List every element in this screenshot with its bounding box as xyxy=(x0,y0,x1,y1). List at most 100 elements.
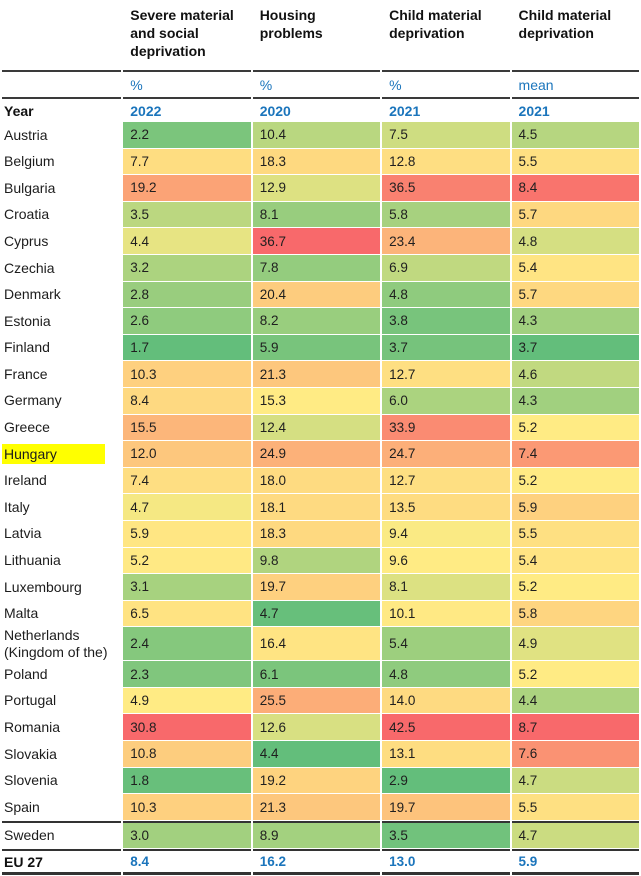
value-cell: 5.9 xyxy=(252,334,381,361)
table-row: Malta 6.5 4.7 10.1 5.8 xyxy=(2,600,639,627)
value-cell: 3.7 xyxy=(511,334,639,361)
value-cell: 4.8 xyxy=(382,661,510,687)
highlight-marker: Hungary xyxy=(2,443,105,465)
table-row: Hungary 12.0 24.9 24.7 7.4 xyxy=(2,441,639,467)
value-cell: 2.8 xyxy=(123,281,251,308)
value-cell: 21.3 xyxy=(252,361,381,387)
table-row: Luxembourg 3.1 19.7 8.1 5.2 xyxy=(2,574,639,600)
unit-corner-cell xyxy=(2,70,122,99)
value-cell: 10.1 xyxy=(382,600,510,627)
value-cell: 4.7 xyxy=(123,494,251,520)
value-cell: 10.8 xyxy=(123,741,251,767)
value-cell: 5.2 xyxy=(511,574,639,600)
summary-value-cell: 16.2 xyxy=(252,849,381,876)
table-row: Croatia 3.5 8.1 5.8 5.7 xyxy=(2,201,639,228)
value-cell: 9.4 xyxy=(382,520,510,547)
value-cell: 8.1 xyxy=(382,574,510,600)
value-cell: 4.7 xyxy=(511,820,639,849)
country-label: Belgium xyxy=(2,148,122,175)
country-label: Slovakia xyxy=(2,741,122,767)
column-header-child-deprivation-pct: Child material deprivation xyxy=(389,7,482,41)
value-cell: 4.4 xyxy=(123,228,251,254)
value-cell: 19.2 xyxy=(123,175,251,201)
country-label: Sweden xyxy=(2,820,122,849)
summary-value-cell: 8.4 xyxy=(123,849,251,876)
value-cell: 5.7 xyxy=(511,201,639,228)
value-cell: 16.4 xyxy=(252,627,381,661)
year-cell: 2020 xyxy=(259,102,291,119)
value-cell: 19.7 xyxy=(252,574,381,600)
value-cell: 8.4 xyxy=(123,387,251,414)
country-label: Italy xyxy=(2,494,122,520)
value-cell: 8.4 xyxy=(511,175,639,201)
country-label: Germany xyxy=(2,387,122,414)
summary-value-cell: 13.0 xyxy=(382,849,510,876)
value-cell: 5.5 xyxy=(511,148,639,175)
table-row: Poland 2.3 6.1 4.8 5.2 xyxy=(2,661,639,687)
value-cell: 21.3 xyxy=(252,794,381,820)
country-label: Ireland xyxy=(2,467,122,494)
value-cell: 10.4 xyxy=(252,122,381,148)
value-cell: 3.5 xyxy=(382,820,510,849)
year-cell: 2022 xyxy=(130,102,162,119)
value-cell: 5.2 xyxy=(511,414,639,441)
value-cell: 42.5 xyxy=(382,714,510,741)
country-label: Portugal xyxy=(2,687,122,714)
value-cell: 20.4 xyxy=(252,281,381,308)
table-row: Spain 10.3 21.3 19.7 5.5 xyxy=(2,794,639,820)
value-cell: 5.2 xyxy=(123,547,251,574)
value-cell: 12.7 xyxy=(382,361,510,387)
value-cell: 8.2 xyxy=(252,308,381,334)
country-label: Estonia xyxy=(2,308,122,334)
value-cell: 1.7 xyxy=(123,334,251,361)
summary-value-cell: 5.9 xyxy=(511,849,639,876)
table-body: Austria 2.2 10.4 7.5 4.5 Belgium 7.7 18.3 12.8 5.… xyxy=(2,122,639,849)
value-cell: 4.9 xyxy=(123,687,251,714)
column-header-housing-problems: Housing problems xyxy=(259,7,323,41)
value-cell: 12.9 xyxy=(252,175,381,201)
table-row: Austria 2.2 10.4 7.5 4.5 xyxy=(2,122,639,148)
value-cell: 7.8 xyxy=(252,254,381,281)
value-cell: 5.9 xyxy=(511,494,639,520)
value-cell: 2.9 xyxy=(382,767,510,794)
country-label: Czechia xyxy=(2,254,122,281)
value-cell: 23.4 xyxy=(382,228,510,254)
table-row: Czechia 3.2 7.8 6.9 5.4 xyxy=(2,254,639,281)
value-cell: 25.5 xyxy=(252,687,381,714)
value-cell: 3.1 xyxy=(123,574,251,600)
year-cell: 2021 xyxy=(389,102,421,119)
value-cell: 5.7 xyxy=(511,281,639,308)
value-cell: 6.0 xyxy=(382,387,510,414)
table-row: Cyprus 4.4 36.7 23.4 4.8 xyxy=(2,228,639,254)
value-cell: 9.6 xyxy=(382,547,510,574)
column-header-child-deprivation-mean: Child material deprivation xyxy=(518,7,612,41)
country-label: Romania xyxy=(2,714,122,741)
value-cell: 18.3 xyxy=(252,520,381,547)
table-row: Slovakia 10.8 4.4 13.1 7.6 xyxy=(2,741,639,767)
value-cell: 18.3 xyxy=(252,148,381,175)
value-cell: 36.5 xyxy=(382,175,510,201)
country-label: Denmark xyxy=(2,281,122,308)
value-cell: 4.4 xyxy=(252,741,381,767)
header-row: Severe material and social deprivation H… xyxy=(2,1,639,69)
value-cell: 5.2 xyxy=(511,467,639,494)
value-cell: 4.6 xyxy=(511,361,639,387)
value-cell: 6.9 xyxy=(382,254,510,281)
value-cell: 3.5 xyxy=(123,201,251,228)
value-cell: 12.7 xyxy=(382,467,510,494)
value-cell: 5.2 xyxy=(511,661,639,687)
header-corner-cell xyxy=(2,1,122,69)
summary-row-label: EU 27 xyxy=(2,849,122,876)
value-cell: 12.6 xyxy=(252,714,381,741)
table-row: Bulgaria 19.2 12.9 36.5 8.4 xyxy=(2,175,639,201)
table-row: Romania 30.8 12.6 42.5 8.7 xyxy=(2,714,639,741)
table-row: Netherlands (Kingdom of the) 2.4 16.4 5.4 4.… xyxy=(2,627,639,661)
unit-cell: % xyxy=(252,70,381,99)
country-label: Cyprus xyxy=(2,228,122,254)
table-row: Finland 1.7 5.9 3.7 3.7 xyxy=(2,334,639,361)
table-row: Belgium 7.7 18.3 12.8 5.5 xyxy=(2,148,639,175)
value-cell: 4.4 xyxy=(511,687,639,714)
value-cell: 12.8 xyxy=(382,148,510,175)
value-cell: 1.8 xyxy=(123,767,251,794)
